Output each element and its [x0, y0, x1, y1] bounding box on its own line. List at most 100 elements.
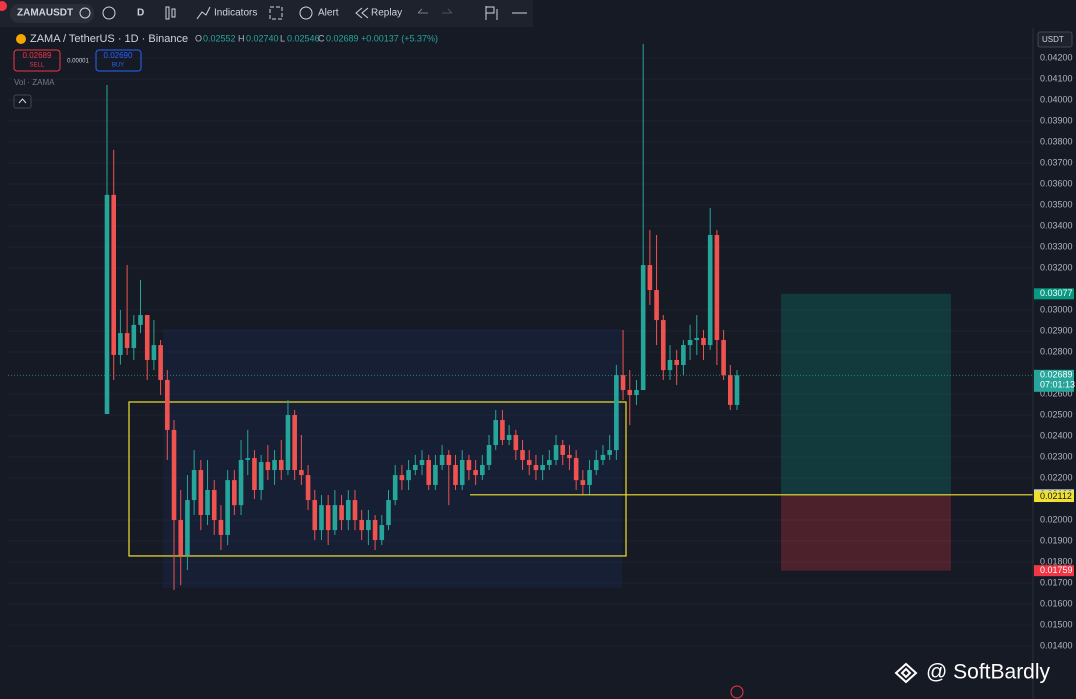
- candle-body: [412, 465, 418, 471]
- candle-body: [694, 337, 700, 341]
- candle-body: [654, 290, 659, 321]
- add-symbol[interactable]: [102, 6, 116, 20]
- undo[interactable]: [417, 8, 428, 14]
- candle-body: [600, 454, 606, 460]
- candle-body: [721, 340, 726, 376]
- y-tick-label: 0.03500: [1040, 199, 1073, 209]
- y-tick-label: 0.03600: [1040, 178, 1073, 188]
- legend-l-label: L: [280, 33, 285, 43]
- price-badge-countdown: 07:01:13: [1040, 380, 1075, 390]
- chart-type-icon[interactable]: [165, 6, 170, 20]
- candle-body: [138, 315, 143, 325]
- sell-label[interactable]: SELL: [30, 63, 45, 69]
- y-tick-label: 0.03300: [1040, 241, 1073, 251]
- candle-body: [453, 465, 458, 485]
- drawing-tool[interactable]: [485, 6, 498, 20]
- candle-body: [218, 520, 224, 535]
- candle-body: [124, 333, 130, 349]
- candle-body: [325, 505, 331, 531]
- y-tick-label: 0.02600: [1040, 388, 1073, 398]
- legend-o: 0.02552: [203, 33, 236, 43]
- y-tick-label: 0.02900: [1040, 325, 1073, 335]
- candle-body: [734, 375, 740, 405]
- legend-l: 0.02546: [287, 33, 320, 43]
- layout-icon[interactable]: [269, 6, 283, 20]
- y-tick-label: 0.02000: [1040, 514, 1073, 524]
- candle-body: [185, 500, 190, 556]
- replay-icon[interactable]: [355, 7, 369, 19]
- candle-body: [399, 475, 405, 481]
- sell-price[interactable]: 0.02689: [23, 51, 52, 60]
- candle-body: [687, 340, 693, 346]
- currency[interactable]: USDT: [1042, 35, 1064, 44]
- candle-body: [526, 459, 532, 466]
- candle-body: [104, 194, 110, 414]
- candle-body: [593, 459, 599, 471]
- symbol-pill[interactable]: [10, 4, 94, 23]
- candle-body: [238, 459, 244, 506]
- candle-body: [392, 475, 398, 501]
- candle-body: [312, 500, 318, 531]
- range-box: [128, 401, 627, 557]
- profile-range: [163, 329, 622, 588]
- candle-body: [466, 459, 472, 471]
- candle-body: [660, 320, 666, 371]
- y-tick-label: 0.02400: [1040, 430, 1073, 440]
- candle-body: [359, 520, 364, 531]
- candle-body: [681, 345, 686, 366]
- candle-body: [634, 390, 639, 396]
- candle-body: [151, 345, 157, 360]
- candle-body: [506, 434, 512, 441]
- legend-title: ZAMA / TetherUS · 1D · Binance: [30, 33, 188, 45]
- y-tick-label: 0.02300: [1040, 451, 1073, 461]
- legend-h: 0.02740: [246, 33, 279, 43]
- candle-body: [278, 459, 284, 471]
- currency-box[interactable]: [1037, 31, 1073, 48]
- candle-body: [171, 429, 177, 521]
- indicators-icon[interactable]: [196, 6, 211, 20]
- sell-button[interactable]: [13, 49, 61, 72]
- price-badge-label: 0.01759: [1040, 565, 1073, 575]
- candle-body: [265, 462, 271, 471]
- indicators[interactable]: Indicators: [214, 8, 257, 19]
- candle-body: [211, 490, 217, 521]
- redo[interactable]: [442, 8, 453, 14]
- y-tick-label: 0.02500: [1040, 409, 1073, 419]
- candle-body: [647, 265, 653, 291]
- candle-body: [191, 470, 197, 501]
- eye-icon[interactable]: [79, 7, 91, 19]
- candle-body: [701, 337, 706, 346]
- candle-body: [272, 459, 277, 471]
- alert[interactable]: Alert: [318, 8, 339, 19]
- y-tick-label: 0.01800: [1040, 556, 1073, 566]
- candle-body: [493, 420, 499, 446]
- symbol[interactable]: ZAMAUSDT: [17, 8, 73, 19]
- buy-label[interactable]: BUY: [112, 63, 124, 69]
- chart-type-icon[interactable]: [171, 8, 176, 18]
- buy-button[interactable]: [95, 49, 142, 72]
- alert-icon[interactable]: [299, 6, 313, 20]
- candle-body: [144, 315, 150, 360]
- price-axis: 0.04200 0.04100 0.04000 0.03900 0.03800 0.037…: [1034, 52, 1075, 650]
- candle-body: [426, 459, 432, 485]
- plot: [8, 43, 1033, 647]
- collapse-icon[interactable]: [18, 98, 27, 104]
- replay[interactable]: Replay: [371, 8, 402, 19]
- candle-body: [439, 454, 445, 466]
- candle-body: [540, 465, 545, 471]
- candle-body: [607, 450, 612, 455]
- candle-body: [178, 520, 184, 556]
- candle-body: [513, 434, 519, 451]
- watermark: @ SoftBardly: [926, 661, 1051, 684]
- legend-h-label: H: [238, 33, 245, 43]
- candle-body: [352, 500, 358, 521]
- candle-body: [232, 480, 237, 506]
- price-badge: [1034, 369, 1074, 392]
- collapse-button[interactable]: [13, 94, 32, 109]
- price-badge: [1034, 565, 1074, 577]
- candle-body: [305, 475, 311, 501]
- interval[interactable]: D: [137, 8, 144, 19]
- price-badge: [1034, 288, 1074, 300]
- buy-price[interactable]: 0.02690: [104, 51, 133, 60]
